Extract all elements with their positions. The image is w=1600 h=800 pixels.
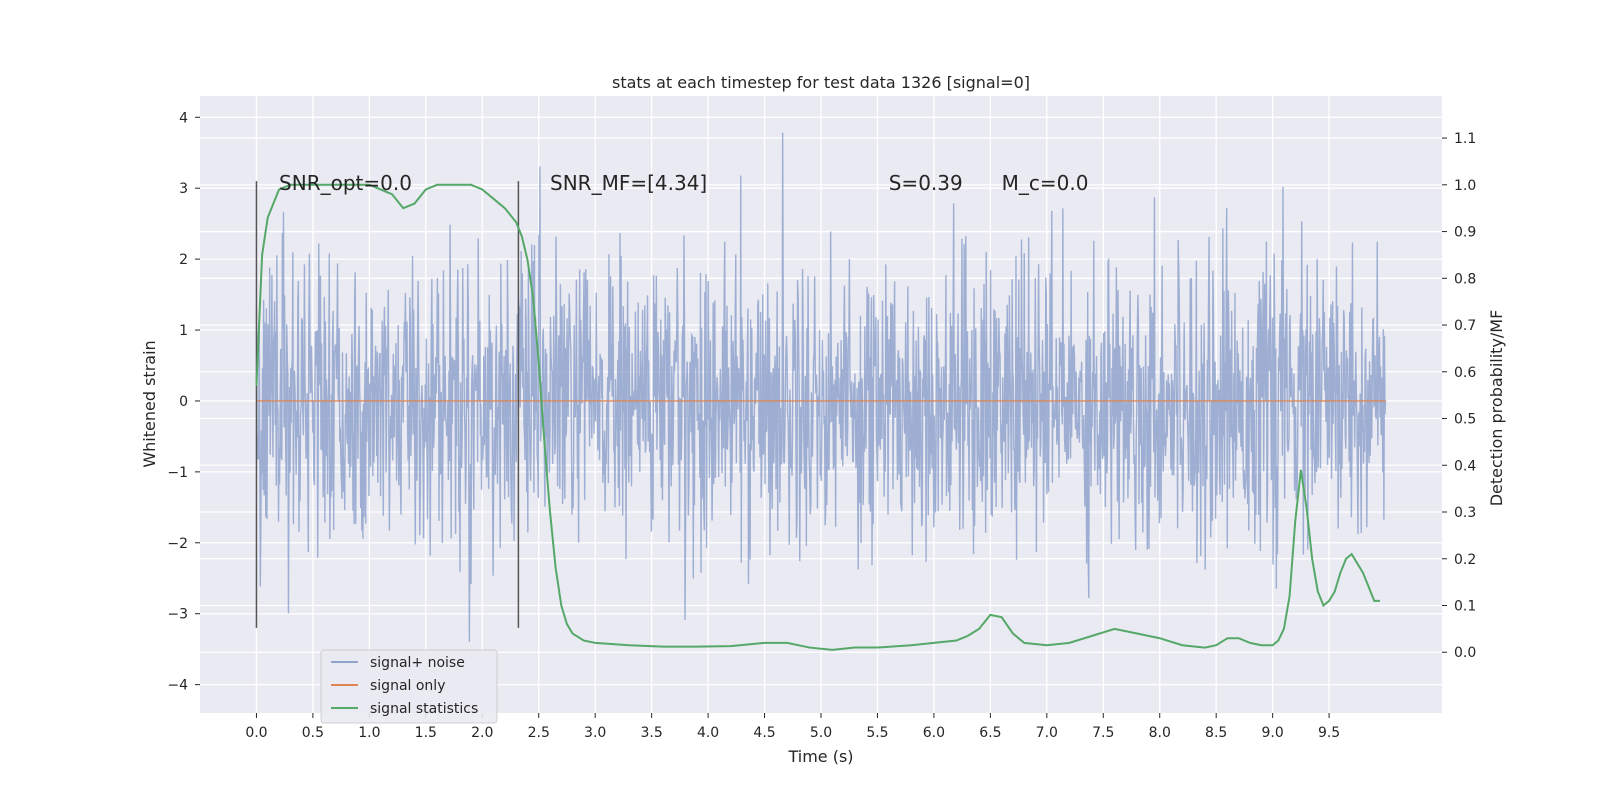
legend-label-noise: signal+ noise (370, 655, 465, 671)
y2-tick-label: 0.2 (1454, 552, 1476, 568)
y-tick-label: −3 (167, 607, 188, 623)
x-tick-label: 7.0 (1036, 725, 1058, 741)
axis-ticks: 0.0 0.5 1.0 1.5 2.0 2.5 3.0 3.5 4.0 4.5 5.0 5.5 6.0 6… (167, 110, 1476, 741)
x-tick-label: 1.0 (358, 725, 380, 741)
y2-tick-label: 0.6 (1454, 365, 1476, 381)
signal-noise-series (255, 132, 1387, 642)
annotation: SNR_MF=[4.34] (550, 171, 707, 195)
x-tick-label: 9.0 (1262, 725, 1284, 741)
y2-tick-label: 0.0 (1454, 645, 1476, 661)
x-tick-label: 6.5 (979, 725, 1001, 741)
x-tick-label: 8.5 (1205, 725, 1227, 741)
y2-axis-label: Detection probability/MF (1487, 310, 1506, 507)
chart-title: stats at each timestep for test data 132… (612, 73, 1030, 92)
x-tick-label: 0.5 (302, 725, 324, 741)
y2-tick-label: 0.9 (1454, 225, 1476, 241)
y-tick-label: 1 (179, 323, 188, 339)
y-tick-label: 2 (179, 252, 188, 268)
y-axis-label: Whitened strain (140, 340, 159, 467)
x-tick-label: 2.5 (528, 725, 550, 741)
x-tick-label: 4.5 (753, 725, 775, 741)
x-tick-label: 9.5 (1318, 725, 1340, 741)
y-tick-label: −2 (167, 536, 188, 552)
y-tick-label: −4 (167, 678, 188, 694)
y2-tick-label: 0.8 (1454, 271, 1476, 287)
y-tick-label: 0 (179, 394, 188, 410)
vertical-markers (255, 181, 520, 628)
x-tick-label: 5.5 (866, 725, 888, 741)
y2-tick-label: 0.4 (1454, 458, 1476, 474)
x-tick-label: 1.5 (415, 725, 437, 741)
x-tick-label: 8.0 (1149, 725, 1171, 741)
x-tick-label: 2.0 (471, 725, 493, 741)
y2-tick-label: 1.1 (1454, 131, 1476, 147)
signal-statistics-series (255, 183, 1380, 651)
y-tick-label: 3 (179, 181, 188, 197)
y2-tick-label: 0.1 (1454, 598, 1476, 614)
legend-label-statistics: signal statistics (370, 701, 478, 717)
annotation: S=0.39 (889, 171, 963, 195)
x-tick-label: 3.5 (641, 725, 663, 741)
legend-label-signal-only: signal only (370, 678, 445, 694)
x-axis-label: Time (s) (787, 747, 853, 766)
annotations: SNR_opt=0.0 SNR_MF=[4.34] S=0.39 M_c=0.0 (279, 171, 1088, 195)
y2-tick-label: 0.3 (1454, 505, 1476, 521)
y-tick-label: −1 (167, 465, 188, 481)
noise-line (255, 132, 1387, 642)
legend-box (320, 649, 498, 724)
y-tick-label: 4 (179, 110, 188, 126)
x-tick-label: 6.0 (923, 725, 945, 741)
y2-tick-label: 0.5 (1454, 412, 1476, 428)
x-tick-label: 3.0 (584, 725, 606, 741)
statistics-line (255, 183, 1380, 651)
x-tick-label: 0.0 (245, 725, 267, 741)
annotation: SNR_opt=0.0 (279, 171, 412, 195)
y2-tick-label: 1.0 (1454, 178, 1476, 194)
x-tick-label: 5.0 (810, 725, 832, 741)
y2-tick-label: 0.7 (1454, 318, 1476, 334)
x-tick-label: 7.5 (1092, 725, 1114, 741)
x-tick-label: 4.0 (697, 725, 719, 741)
legend: signal+ noise signal only signal statist… (320, 649, 498, 724)
annotation: M_c=0.0 (1002, 171, 1089, 195)
